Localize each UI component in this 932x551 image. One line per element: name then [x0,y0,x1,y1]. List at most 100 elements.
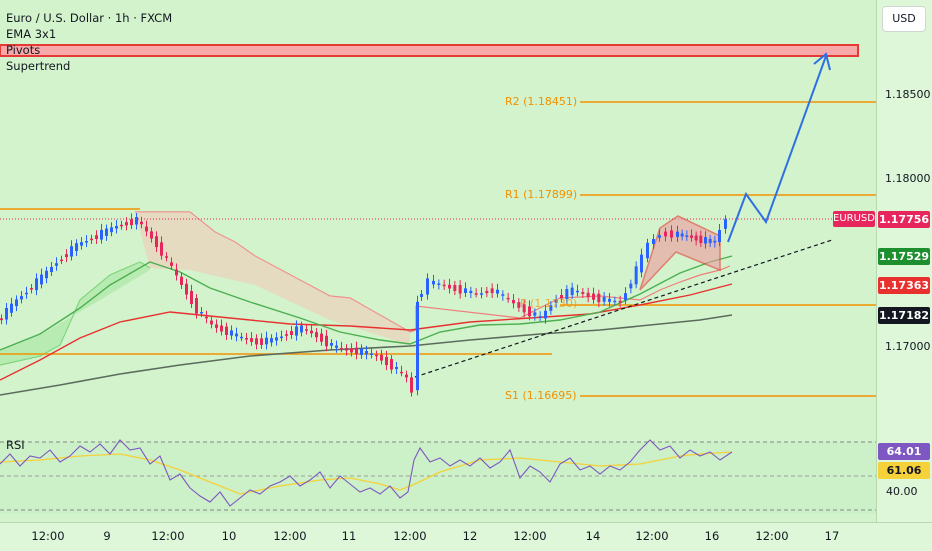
candle-body [713,240,717,243]
candle-body [360,348,363,355]
price-tick: 1.18500 [885,88,931,101]
candle-body [395,367,398,369]
candle-body [432,280,435,285]
candle-body [646,242,649,259]
candle-body [330,343,333,346]
candle-body [60,259,63,262]
candle-body [290,331,293,335]
candle-body [10,303,13,313]
candle-body [676,231,679,237]
time-tick: 12:00 [755,529,789,543]
candle-body [50,267,53,272]
candle-body [533,312,537,316]
support-trendline[interactable] [414,239,833,378]
candle-body [55,263,58,266]
candle-body [125,222,128,226]
candle-body [400,371,403,374]
symbol-price-tag: EURUSD [833,211,875,227]
candle-body [350,348,353,353]
candle-body [517,302,521,308]
candle-body [375,354,378,357]
time-tick: 14 [585,529,601,543]
rsi-main-line [0,439,733,507]
candle-body [442,284,446,287]
candle-body [285,334,288,336]
candle-body [205,316,208,319]
candle-body [310,330,313,334]
projection-arrowhead [813,52,831,71]
candle-body [390,359,393,370]
candle-body [634,266,638,285]
candle-body [185,283,188,295]
candle-body [170,262,173,266]
candle-body [210,320,213,325]
candle-body [315,332,318,338]
candle-body [250,338,253,342]
chart-legend: Euro / U.S. Dollar · 1h · FXCM EMA 3x1 P… [6,10,172,74]
candle-body [180,276,183,285]
candle-body [305,329,308,331]
candle-body [640,254,643,273]
candle-body [506,297,510,300]
projection-path[interactable] [727,55,827,243]
candle-body [105,228,108,236]
candle-body [240,336,243,339]
candle-body [45,270,48,279]
candle-body [597,293,601,303]
chart-area[interactable]: Euro / U.S. Dollar · 1h · FXCM EMA 3x1 P… [0,0,876,522]
candle-body [295,326,298,336]
candle-body [458,285,462,294]
candle-body [560,295,563,299]
rsi-label[interactable]: RSI [6,438,25,452]
time-tick: 12:00 [393,529,427,543]
flag-pattern[interactable] [639,215,721,291]
candle-body [100,229,103,240]
candle-body [570,287,574,296]
symbol-title[interactable]: Euro / U.S. Dollar · 1h · FXCM [6,11,173,25]
indicator-supertrend[interactable]: Supertrend [6,59,71,73]
time-tick: 12:00 [513,529,547,543]
ema-slow-price-label: 1.17182 [878,307,930,324]
candle-body [35,278,38,291]
candle-body [592,293,595,300]
rsi-signal-label: 61.06 [878,462,930,479]
indicator-pivots[interactable]: Pivots [6,43,41,57]
candle-body [150,231,153,239]
candle-body [40,274,43,285]
currency-selector[interactable]: USD [882,6,926,32]
candle-body [215,324,218,328]
candle-body [280,336,283,339]
candle-body [70,246,73,257]
candle-body [680,233,684,237]
candle-body [195,298,198,314]
rsi-pane[interactable] [0,436,876,520]
time-tick: 9 [103,529,111,543]
candle-body [613,300,617,303]
candle-body [690,235,693,238]
candle-body [586,292,590,298]
candle-body [5,308,8,320]
indicator-ema[interactable]: EMA 3x1 [6,27,57,41]
candle-body [629,283,633,289]
candlesticks [0,213,727,397]
candle-body [65,254,68,258]
pivot-s1-label: S1 (1.16695) [505,389,577,402]
candle-body [453,284,457,292]
candle-body [235,333,238,337]
candle-body [300,325,303,333]
pivot-r2-label: R2 (1.18451) [505,95,578,108]
time-axis[interactable] [0,522,932,551]
candle-body [245,338,248,340]
candle-body [448,284,451,289]
resistance-zone[interactable] [0,44,859,57]
candle-body [270,338,273,343]
price-chart[interactable] [0,0,876,522]
candle-body [416,301,419,391]
candle-body [275,337,278,341]
candle-body [664,231,667,237]
price-tick: 1.18000 [885,172,931,185]
candle-body [145,226,148,232]
candle-body [685,235,689,237]
candle-body [528,306,531,317]
ema-slow-line [0,314,733,396]
